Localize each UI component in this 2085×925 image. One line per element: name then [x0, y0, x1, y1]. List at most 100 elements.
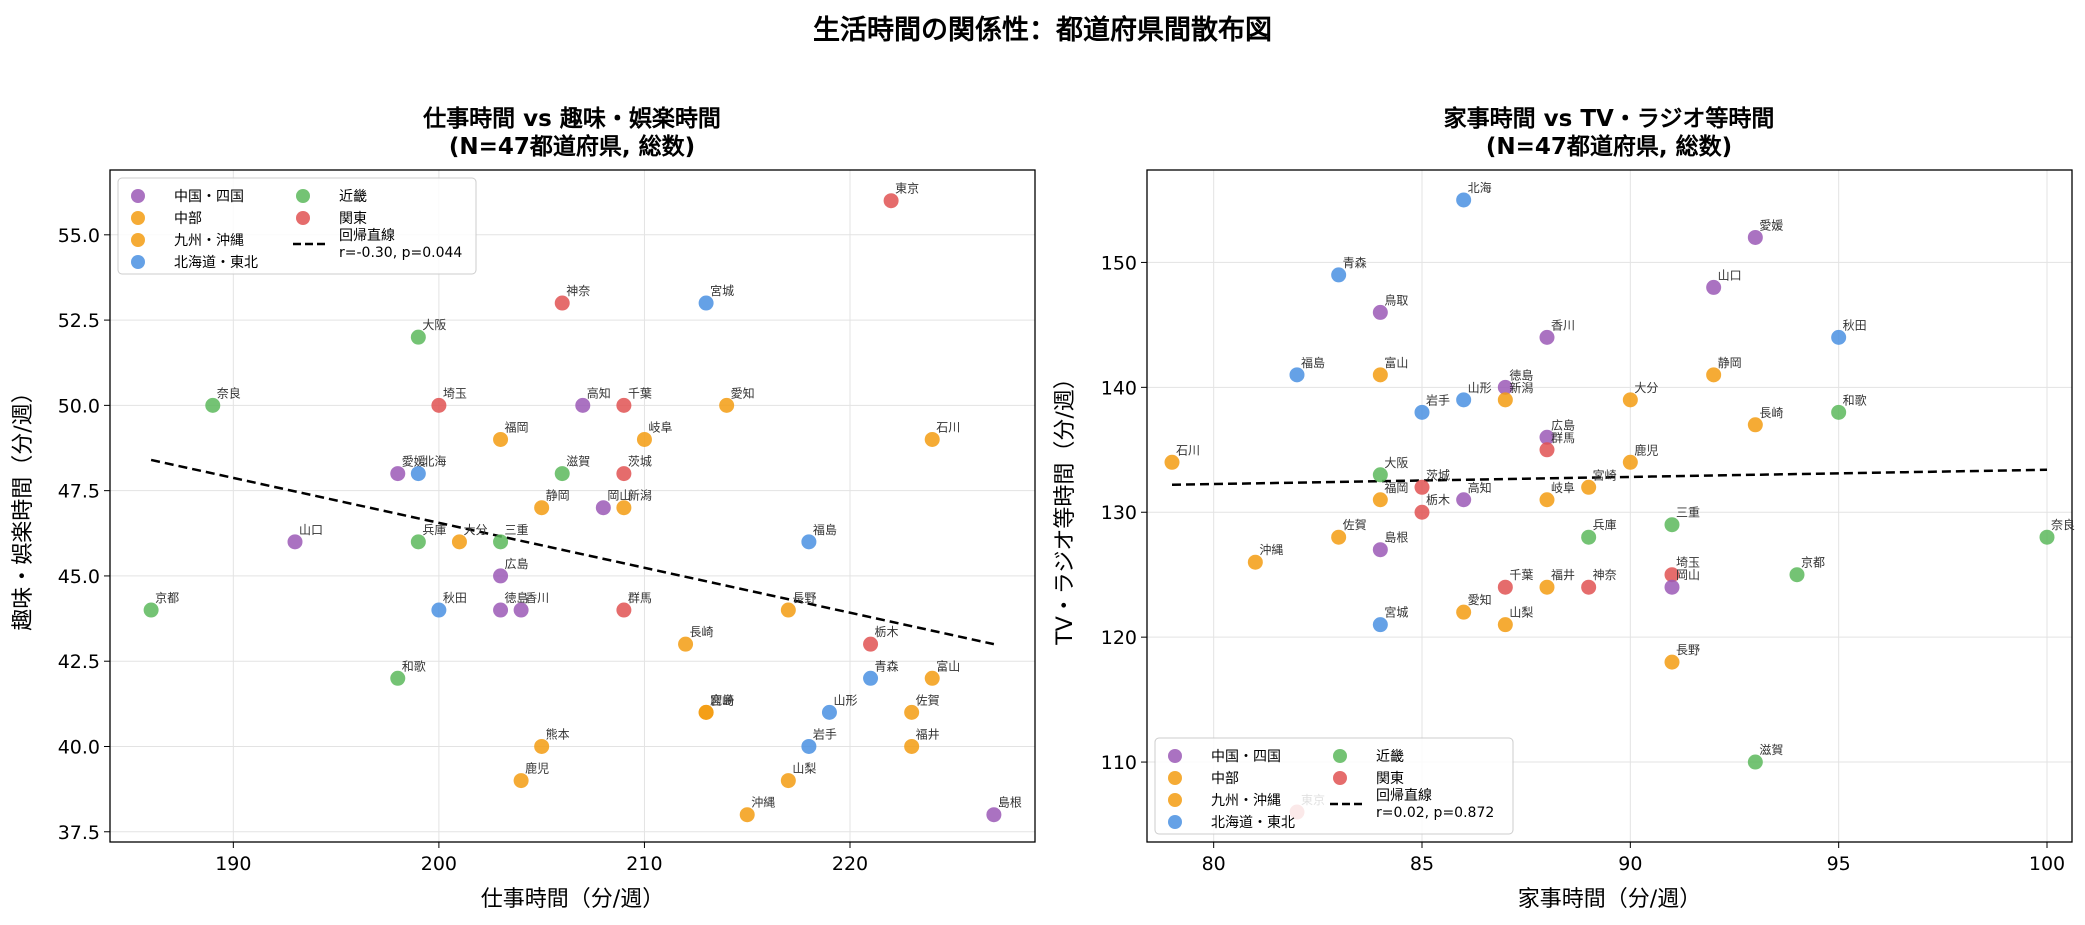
figure-title: 生活時間の関係性：都道府県間散布図 [813, 15, 1272, 46]
data-point [1831, 329, 1847, 345]
data-point [1456, 192, 1472, 208]
point-label: 埼玉 [443, 386, 467, 400]
legend-label: 北海道・東北 [174, 255, 258, 271]
point-label: 山口 [1718, 268, 1742, 282]
data-point [1497, 392, 1513, 408]
y-tick-label: 45.0 [58, 566, 100, 588]
legend-box [1154, 737, 1514, 835]
data-point [1497, 579, 1513, 595]
point-label: 山口 [299, 523, 323, 537]
point-label: 福島 [1301, 355, 1325, 370]
data-point [575, 397, 591, 413]
point-label: 福井 [916, 726, 940, 741]
x-tick-label: 80 [1202, 853, 1226, 875]
data-point [493, 602, 509, 618]
data-point [1747, 417, 1763, 433]
point-label: 長野 [792, 591, 816, 605]
y-tick-label: 50.0 [58, 395, 100, 417]
point-label: 愛知 [1468, 593, 1492, 607]
legend-marker [296, 211, 310, 225]
legend-marker [131, 255, 145, 269]
data-point [1372, 542, 1388, 558]
point-label: 三重 [505, 523, 529, 537]
y-tick-label: 150 [1101, 252, 1137, 274]
point-label: 富山 [936, 658, 960, 673]
data-point [1539, 492, 1555, 508]
y-axis-label: 趣味・娯楽時間（分/週） [11, 381, 36, 630]
data-point [801, 738, 817, 754]
data-point [780, 602, 796, 618]
y-tick-label: 110 [1101, 752, 1137, 774]
point-label: 岡山 [1676, 568, 1700, 582]
data-point [801, 534, 817, 550]
point-label: 山形 [1468, 381, 1492, 395]
point-label: 徳島 [1509, 367, 1533, 382]
x-tick-label: 210 [626, 853, 662, 875]
y-tick-label: 130 [1101, 502, 1137, 524]
point-label: 新潟 [1509, 380, 1533, 395]
scatter-chart-work-vs-hobby: 仕事時間 vs 趣味・娯楽時間(N=47都道府県, 総数) 190 200 210 22… [11, 105, 1036, 912]
point-label: 奈良 [2051, 517, 2075, 532]
legend-label: 近畿 [339, 189, 367, 205]
point-label: 高知 [1468, 480, 1492, 495]
point-label: 鹿児 [525, 761, 549, 776]
legend-box [117, 177, 477, 275]
legend-label: 回帰直線 [1376, 787, 1432, 804]
y-tick-label: 120 [1101, 627, 1137, 649]
data-point [451, 534, 467, 550]
data-point [821, 704, 837, 720]
legend-label: 中国・四国 [1211, 749, 1281, 765]
data-point [986, 807, 1002, 823]
point-label: 福島 [813, 522, 837, 537]
y-tick-label: 55.0 [58, 225, 100, 247]
x-tick-label: 95 [1827, 853, 1851, 875]
data-point [410, 466, 426, 482]
chart-title-line: 仕事時間 vs 趣味・娯楽時間 [422, 105, 721, 132]
data-point [1581, 579, 1597, 595]
data-point [1497, 617, 1513, 633]
point-label: 群馬 [628, 591, 652, 605]
point-label: 茨城 [1426, 468, 1450, 482]
data-point [1414, 504, 1430, 520]
data-point [1581, 529, 1597, 545]
regression-line [1171, 468, 2048, 487]
point-label: 群馬 [1551, 431, 1575, 445]
point-label: 秋田 [443, 591, 467, 605]
data-point [1497, 379, 1513, 395]
point-label: 愛媛 [402, 455, 426, 469]
data-point [205, 397, 221, 413]
y-tick-label: 40.0 [58, 736, 100, 758]
point-label: 香川 [525, 591, 549, 605]
data-point [1539, 429, 1555, 445]
point-label: 山梨 [792, 762, 816, 776]
point-label: 沖縄 [1259, 542, 1283, 557]
legend-marker [131, 233, 145, 247]
data-point [390, 670, 406, 686]
data-point [1372, 367, 1388, 383]
data-point [1747, 754, 1763, 770]
chart-title-line: 家事時間 vs TV・ラジオ等時間 [1444, 105, 1775, 132]
data-point [390, 466, 406, 482]
data-point [739, 807, 755, 823]
data-point [1747, 229, 1763, 245]
data-point [1414, 404, 1430, 420]
point-label: 千葉 [1509, 568, 1533, 582]
point-label: 秋田 [1843, 318, 1867, 332]
point-label: 宮崎 [1593, 467, 1617, 482]
plot-frame [1146, 169, 2073, 843]
data-point [616, 602, 632, 618]
point-label: 佐賀 [1343, 518, 1367, 532]
y-tick-label: 37.5 [58, 822, 100, 844]
data-point [1456, 492, 1472, 508]
point-label: 長野 [1676, 643, 1700, 657]
data-point [534, 738, 550, 754]
data-point [493, 431, 509, 447]
legend-label: 中国・四国 [174, 189, 244, 205]
point-label: 千葉 [628, 386, 652, 400]
data-point [2039, 529, 2055, 545]
data-point [924, 431, 940, 447]
data-point [595, 500, 611, 516]
legend-marker [1168, 771, 1182, 785]
point-label: 青森 [1343, 255, 1367, 270]
point-label: 北海 [422, 454, 446, 469]
